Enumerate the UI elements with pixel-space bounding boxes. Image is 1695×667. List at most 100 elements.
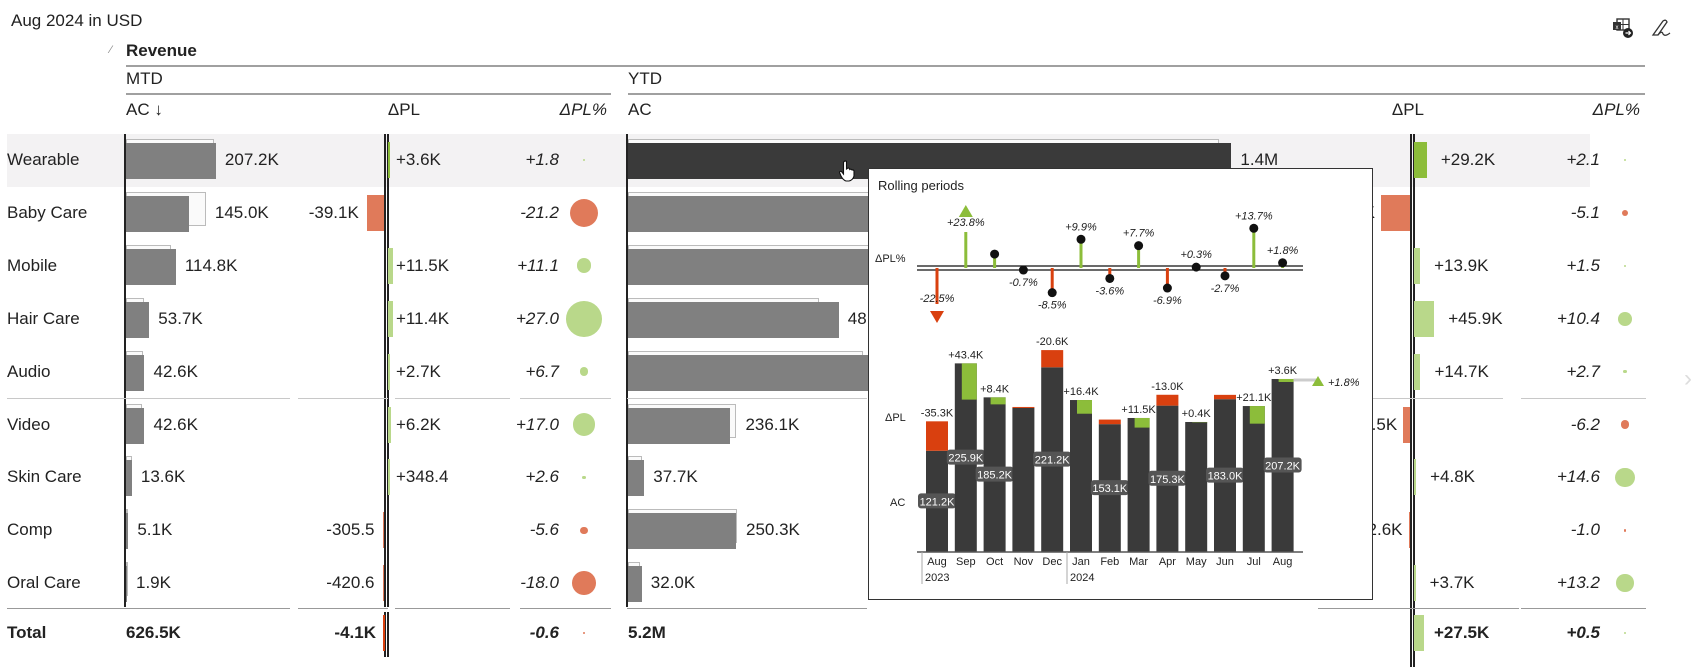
ytd-ac-bar[interactable] (628, 460, 645, 497)
dplpct-dot (1278, 258, 1288, 268)
ac-label-bg (1090, 480, 1129, 496)
ytd-dplpct-value: +2.7 (1566, 361, 1600, 381)
ytd-ac-bar[interactable] (628, 566, 642, 603)
group-separator (520, 398, 611, 400)
row-label[interactable]: Baby Care (7, 202, 88, 222)
ytd-dpl-bar (1414, 300, 1435, 337)
mtd-dpl-bar (388, 142, 390, 178)
ytd-dplpct-value: -1.0 (1570, 520, 1600, 540)
col-header-ytd-ac[interactable]: AC (628, 100, 652, 119)
total-mtd-dplpct-dot (582, 631, 586, 635)
mtd-dplpct-value: -21.2 (520, 202, 559, 222)
ytd-dplpct-value: +10.4 (1556, 308, 1600, 328)
mtd-ac-bar[interactable] (126, 195, 189, 232)
ytd-dplpct-value: -6.2 (1570, 414, 1600, 434)
ytd-dplpct-dot (1620, 420, 1630, 429)
mtd-dplpct-dot (576, 258, 592, 274)
ytd-dpl-axis (1410, 134, 1415, 667)
col-header-mtd-dplpct[interactable]: ΔPL% (559, 100, 607, 119)
mtd-dpl-value: +11.5K (396, 255, 450, 275)
ac-label: 207.2K (1265, 460, 1301, 472)
total-separator (520, 608, 611, 609)
ytd-dplpct-value: +1.5 (1566, 255, 1600, 275)
collapse-icon[interactable]: ⁄ (110, 44, 112, 56)
signature-icon[interactable] (1650, 17, 1672, 44)
row-label[interactable]: Hair Care (7, 308, 80, 328)
dplpct-label: +7.7% (1123, 228, 1155, 240)
col-header-ytd-dplpct[interactable]: ΔPL% (1592, 100, 1640, 119)
mtd-dplpct-value: -18.0 (520, 573, 559, 593)
mtd-dpl-bar (388, 247, 394, 284)
next-page-chevron-icon[interactable]: › (1684, 365, 1692, 392)
ytd-ac-bar[interactable] (628, 407, 730, 444)
mtd-ac-bar[interactable] (126, 407, 145, 444)
mtd-ac-value: 42.6K (153, 414, 198, 434)
overflow-up-arrow-icon (958, 205, 973, 217)
dplpct-dot (1018, 265, 1028, 275)
ytd-dpl-bar (1408, 512, 1410, 549)
ytd-dpl-value: .5K (1371, 414, 1398, 434)
col-header-mtd-ac[interactable]: AC ↓ (126, 100, 163, 119)
row-label[interactable]: Oral Care (7, 573, 81, 593)
mtd-ac-bar[interactable] (126, 566, 127, 603)
dpl-negative-box (1012, 406, 1035, 408)
ytd-dpl-bar (1414, 459, 1417, 496)
ytd-ac-bar[interactable] (628, 513, 736, 550)
mtd-ac-value: 1.9K (136, 573, 171, 593)
row-label[interactable]: Video (7, 414, 51, 434)
dplpct-dot (990, 249, 1000, 259)
mtd-dpl-value: -39.1K (308, 202, 359, 222)
ac-column (1070, 400, 1092, 552)
month-label: Nov (1014, 556, 1034, 568)
dpl-label: +16.4K (1063, 386, 1099, 398)
dpl-label: -20.6K (1036, 336, 1069, 348)
report-title: Aug 2024 in USD (11, 11, 143, 30)
month-label: Oct (986, 556, 1003, 568)
dpl-positive-box (1278, 378, 1294, 382)
dpl-row-label: ΔPL (885, 412, 906, 424)
mtd-ac-bar[interactable] (126, 143, 216, 179)
total-mtd-dpl: -4.1K (334, 623, 376, 642)
mtd-dplpct-value: +17.0 (515, 414, 559, 434)
mtd-dplpct-dot (566, 300, 602, 337)
mtd-ac-bar[interactable] (126, 301, 150, 338)
month-label: Aug (927, 556, 947, 568)
ac-row-label: AC (890, 497, 905, 509)
ytd-ac-bar[interactable] (628, 354, 870, 391)
mtd-ac-bar[interactable] (126, 513, 129, 550)
mtd-ac-bar[interactable] (126, 248, 176, 285)
ytd-dpl-bar (1414, 353, 1421, 390)
dplpct-dot (1134, 241, 1144, 251)
row-label[interactable]: Audio (7, 361, 51, 381)
row-label[interactable]: Skin Care (7, 467, 82, 487)
dplpct-dot (1105, 273, 1115, 283)
ytd-dplpct-dot (1618, 311, 1632, 326)
total-ytd-dplpct-dot (1623, 631, 1627, 635)
dpl-negative-box (1214, 394, 1236, 400)
mtd-dplpct-dot (570, 198, 598, 227)
rolling-periods-tooltip: Rolling periods ΔPL% ΔPL AC -22.5% +23.8% -0.7… (868, 168, 1373, 600)
mtd-dpl-bar (388, 406, 391, 443)
row-label[interactable]: Comp (7, 520, 53, 540)
dplpct-dot (1249, 223, 1259, 233)
group-separator (1521, 398, 1646, 400)
export-excel-icon[interactable]: x (1612, 17, 1634, 44)
mtd-ac-axis (124, 134, 126, 607)
ytd-dpl-value: +29.2K (1440, 150, 1496, 169)
dplpct-dot (1047, 288, 1057, 298)
mtd-ac-bar[interactable] (126, 354, 145, 391)
ac-column (1127, 417, 1150, 552)
tooltip-title: Rolling periods (878, 178, 964, 193)
mtd-ac-value: 145.0K (214, 202, 269, 222)
row-label[interactable]: Wearable (7, 150, 80, 169)
ytd-ac-bar[interactable] (628, 301, 839, 338)
col-header-mtd-dpl[interactable]: ΔPL (387, 100, 420, 119)
row-label[interactable]: Mobile (7, 255, 58, 275)
ytd-dplpct-dot (1621, 209, 1629, 217)
total-separator (1318, 608, 1458, 609)
total-label: Total (7, 623, 47, 642)
mtd-ac-bar[interactable] (126, 460, 132, 497)
mtd-dpl-bar (388, 300, 394, 337)
mtd-dplpct-dot (582, 475, 586, 480)
col-header-ytd-dpl[interactable]: ΔPL (1391, 100, 1424, 119)
